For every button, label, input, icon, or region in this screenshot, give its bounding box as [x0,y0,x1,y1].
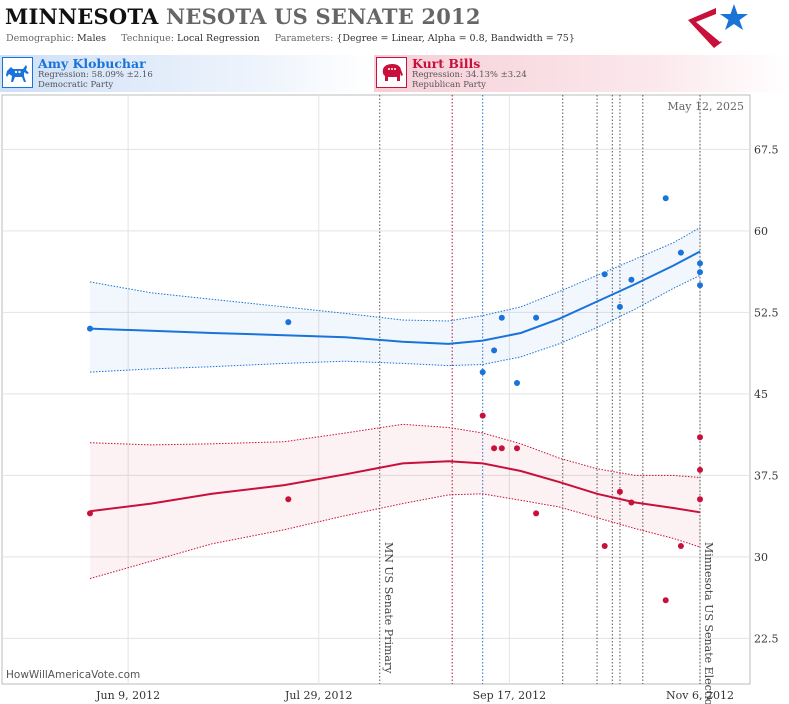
candidate-name: Kurt Bills [412,56,481,71]
candidate-card-klobuchar: Amy Klobuchar Regression: 58.09% ±2.16 D… [0,55,372,92]
parameters-label: Parameters: [274,33,334,44]
demographic-value: Males [77,33,106,44]
poll-point [697,269,703,276]
poll-point [662,597,669,604]
poll-point [533,510,540,517]
poll-point [479,412,486,419]
poll-point [677,249,684,256]
poll-point [697,282,703,289]
candidate-party: Democratic Party [38,80,114,90]
poll-point [498,314,505,321]
event-label: MN US Senate Primary [382,542,395,674]
candidate-card-bills: Kurt Bills Regression: 34.13% ±3.24 Repu… [374,55,788,92]
poll-point [479,369,486,376]
poll-point [514,380,520,386]
poll-point [601,271,608,278]
poll-point [616,303,623,310]
band-lower-line [89,493,701,580]
poll-point [628,276,635,283]
page-title: MINNESOTA NESOTA US SENATE 2012 [5,4,481,29]
y-tick-label: 37.5 [754,469,779,482]
donkey-icon [2,57,33,88]
poll-point [601,543,608,549]
x-tick-label: Sep 17, 2012 [473,689,547,702]
poll-point [662,195,669,202]
watermark: HowWillAmericaVote.com [6,669,140,681]
poll-point [87,510,93,517]
poll-point [533,314,540,321]
poll-point [697,496,703,503]
confidence-band [90,227,700,373]
y-tick-label: 45 [754,388,768,401]
title-race: NESOTA US SENATE 2012 [166,4,481,29]
demographic-label: Demographic: [6,33,75,44]
site-logo-icon [688,4,748,48]
y-tick-label: 60 [754,225,768,238]
band-lower-line [89,274,701,373]
poll-point [87,325,93,332]
elephant-icon [376,57,407,88]
date-stamp: May 12, 2025 [667,100,744,113]
poll-point [491,347,498,354]
candidate-party: Republican Party [412,80,486,90]
poll-point [498,445,505,452]
candidate-regression: Regression: 34.13% ±3.24 [412,70,527,80]
poll-point [697,434,703,441]
event-label: Minnesota US Senate Election [702,542,715,704]
technique-label: Technique: [121,33,174,44]
y-tick-label: 52.5 [754,306,779,319]
x-tick-label: Nov 6, 2012 [666,689,734,702]
poll-point [514,445,520,452]
x-tick-label: Jul 29, 2012 [284,689,353,702]
poll-point [697,260,703,267]
parameters-line: Demographic: Males Technique: Local Regr… [6,33,575,44]
candidate-name: Amy Klobuchar [38,56,146,71]
confidence-band [90,424,700,579]
band-upper-line [89,227,701,322]
technique-value: Local Regression [176,33,260,44]
poll-point [677,543,684,549]
candidate-regression: Regression: 58.09% ±2.16 [38,70,153,80]
title-state: MINNESOTA [5,4,159,29]
y-tick-label: 30 [754,551,768,564]
parameters-value: {Degree = Linear, Alpha = 0.8, Bandwidth… [336,33,575,44]
poll-point [628,499,635,506]
regression-line [89,250,701,345]
poll-point [616,488,623,495]
y-tick-label: 67.5 [754,143,779,156]
y-tick-label: 22.5 [754,632,779,645]
poll-point [697,466,703,473]
poll-point [285,496,292,503]
band-upper-line [89,423,701,478]
poll-point [491,445,498,452]
plot-frame [1,94,751,685]
x-tick-label: Jun 9, 2012 [95,689,160,702]
poll-point [285,319,292,326]
regression-chart: 22.5 30 37.5 45 52.5 60 67.5 Jun 9, 2012 Jul 29,… [1,94,779,704]
